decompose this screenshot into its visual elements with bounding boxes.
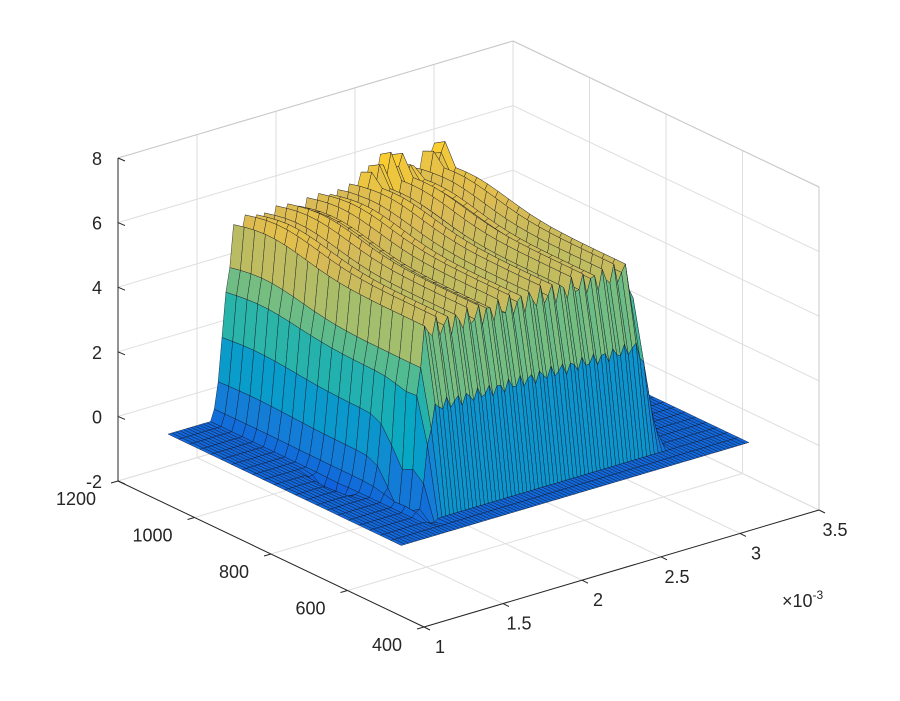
box-edge-top-back bbox=[117, 40, 514, 159]
x-tick-label-1: 1.5 bbox=[506, 614, 531, 634]
y-tick-mark bbox=[416, 626, 425, 630]
x-tick-mark bbox=[739, 532, 747, 537]
box-edge-top-right bbox=[512, 40, 820, 188]
y-tick-mark bbox=[187, 517, 195, 520]
z-tick-label-3: 4 bbox=[92, 278, 102, 298]
z-tick-label-2: 2 bbox=[92, 343, 102, 363]
surface-mesh bbox=[167, 140, 750, 546]
x-tick-mark bbox=[581, 579, 589, 584]
surface-patch bbox=[390, 539, 406, 546]
y-tick-label-4: 1200 bbox=[56, 489, 96, 509]
y-tick-mark bbox=[340, 590, 348, 593]
x-tick-label-3: 2.5 bbox=[664, 567, 689, 587]
x-axis-line bbox=[423, 509, 820, 628]
y-tick-label-2: 800 bbox=[219, 562, 249, 582]
z-tick-mark bbox=[117, 222, 126, 227]
z-tick-label-4: 6 bbox=[92, 214, 102, 234]
grid-line-zx-4 bbox=[117, 105, 514, 224]
x-axis-multiplier-exp: -3 bbox=[813, 588, 824, 602]
x-tick-mark bbox=[660, 556, 668, 561]
grid-line-zy-3 bbox=[512, 169, 820, 317]
z-tick-label-1: 0 bbox=[92, 407, 102, 427]
y-tick-label-3: 1000 bbox=[132, 526, 172, 546]
x-tick-label-4: 3 bbox=[751, 543, 761, 563]
y-tick-mark bbox=[110, 480, 119, 484]
x-tick-mark bbox=[423, 626, 431, 631]
x-axis-multiplier-base: ×10 bbox=[782, 591, 813, 611]
x-tick-mark bbox=[502, 603, 510, 608]
y-tick-mark bbox=[263, 553, 272, 557]
z-tick-mark bbox=[117, 286, 126, 291]
x-tick-label-0: 1 bbox=[435, 637, 445, 657]
tick-labels: 1 1.5 2 2.5 3 3.5 400 600 800 1000 1200-2 0 2 4 6 8 bbox=[56, 149, 848, 657]
axes-lines bbox=[110, 157, 826, 631]
z-tick-mark bbox=[117, 157, 126, 162]
grid-line-yx-1 bbox=[347, 473, 743, 591]
z-tick-label-5: 8 bbox=[92, 149, 102, 169]
x-tick-label-5: 3.5 bbox=[822, 520, 847, 540]
z-tick-mark bbox=[117, 480, 126, 485]
y-tick-label-1: 600 bbox=[295, 599, 325, 619]
z-tick-mark bbox=[117, 415, 126, 420]
z-tick-mark bbox=[117, 351, 126, 356]
x-tick-label-2: 2 bbox=[593, 590, 603, 610]
y-tick-label-0: 400 bbox=[372, 635, 402, 655]
z-tick-label-0: -2 bbox=[86, 472, 102, 492]
x-tick-mark bbox=[818, 509, 826, 514]
grid-line-zy-4 bbox=[512, 105, 820, 253]
x-axis-multiplier: ×10-3 bbox=[782, 588, 824, 611]
